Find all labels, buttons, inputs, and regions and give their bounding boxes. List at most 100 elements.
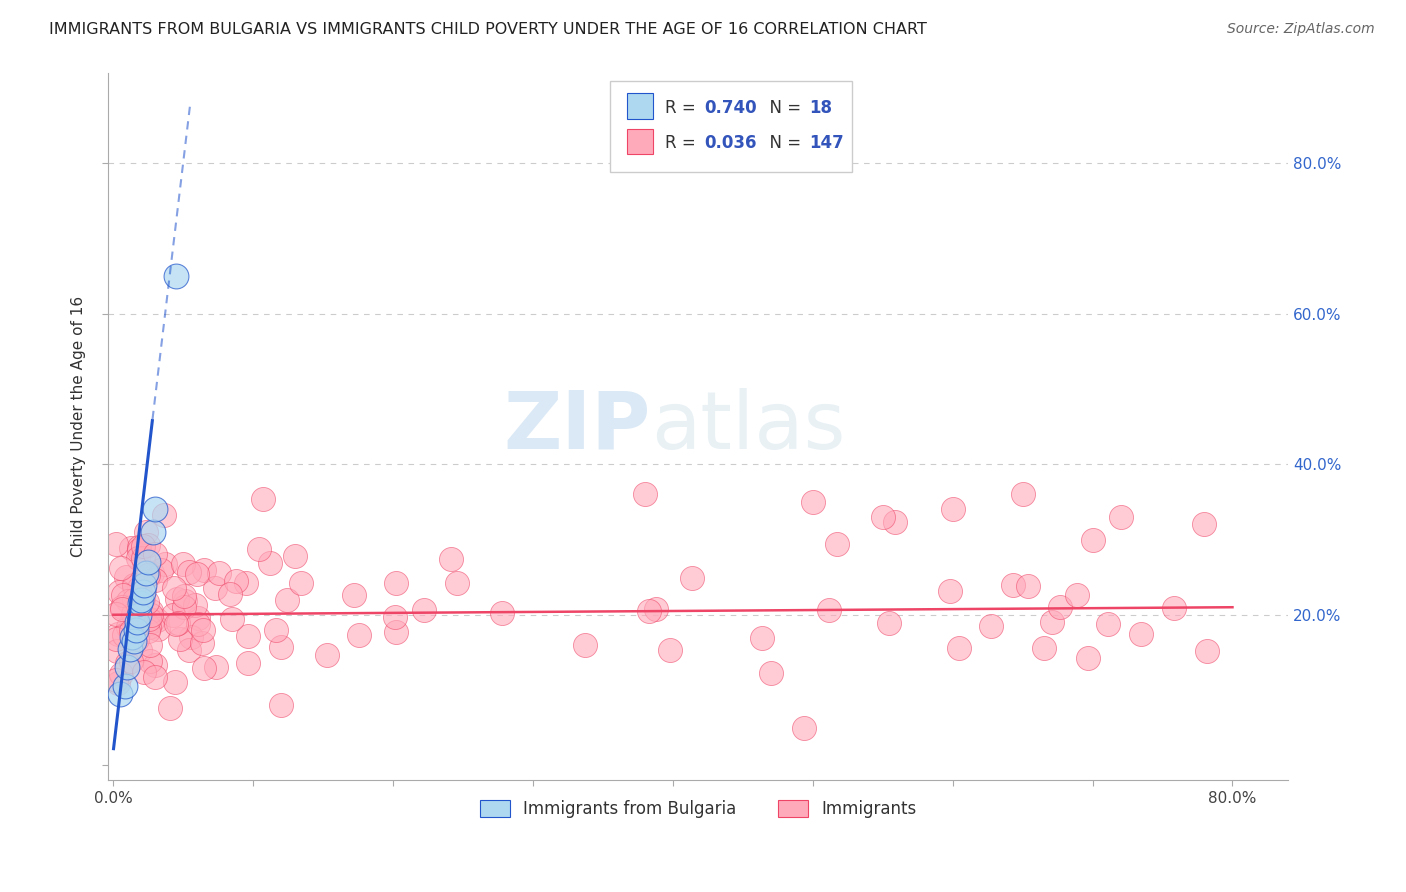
Point [1163, 600, 1185, 615]
Point [1197, 643, 1219, 657]
Point [165, 617, 187, 632]
Point [114, 679, 136, 693]
Point [135, 566, 157, 581]
Point [136, 624, 159, 639]
Point [169, 632, 191, 647]
Point [938, 583, 960, 598]
Point [193, 563, 215, 577]
Point [247, 542, 270, 557]
Point [143, 573, 166, 587]
Point [270, 698, 292, 712]
Point [225, 574, 247, 588]
Text: atlas: atlas [651, 388, 845, 466]
Point [645, 602, 668, 616]
Point [343, 588, 366, 602]
Point [259, 556, 281, 570]
Point [117, 660, 139, 674]
Point [141, 566, 163, 580]
Point [440, 551, 463, 566]
Point [124, 634, 146, 648]
Point [143, 670, 166, 684]
Point [1002, 577, 1025, 591]
Point [117, 594, 139, 608]
Point [236, 657, 259, 671]
Text: IMMIGRANTS FROM BULGARIA VS IMMIGRANTS CHILD POVERTY UNDER THE AGE OF 16 CORRELA: IMMIGRANTS FROM BULGARIA VS IMMIGRANTS C… [49, 22, 927, 37]
Point [1077, 651, 1099, 665]
Point [173, 590, 195, 604]
Point [681, 571, 703, 585]
Point [491, 607, 513, 621]
Point [129, 597, 152, 611]
Point [166, 591, 188, 606]
Point [193, 661, 215, 675]
Point [139, 608, 162, 623]
Point [120, 654, 142, 668]
Point [659, 643, 682, 657]
Point [138, 555, 160, 569]
Point [124, 611, 146, 625]
Point [179, 565, 201, 579]
Point [127, 550, 149, 565]
Point [125, 623, 148, 637]
Point [276, 593, 298, 607]
Point [290, 576, 312, 591]
Point [129, 642, 152, 657]
Text: 147: 147 [808, 134, 844, 152]
Point [138, 619, 160, 633]
Point [105, 643, 128, 657]
Point [120, 641, 142, 656]
Point [139, 604, 162, 618]
Point [187, 611, 209, 625]
Point [1066, 588, 1088, 602]
Point [270, 640, 292, 655]
Point [219, 587, 242, 601]
Text: 18: 18 [808, 99, 832, 117]
Point [759, 665, 782, 680]
Point [574, 638, 596, 652]
Point [110, 666, 132, 681]
Point [187, 617, 209, 632]
Point [146, 622, 169, 636]
Point [177, 643, 200, 657]
Point [186, 567, 208, 582]
Text: R =: R = [665, 99, 702, 117]
Point [121, 612, 143, 626]
Point [128, 540, 150, 554]
Point [316, 648, 339, 662]
Point [141, 524, 163, 539]
Point [942, 502, 965, 516]
Point [105, 607, 128, 622]
Point [141, 614, 163, 628]
Point [446, 576, 468, 591]
Point [872, 510, 894, 524]
Point [132, 581, 155, 595]
Point [136, 617, 159, 632]
Point [1033, 641, 1056, 656]
Point [827, 537, 849, 551]
Point [191, 624, 214, 638]
Point [162, 581, 184, 595]
Point [1042, 615, 1064, 629]
Point [122, 592, 145, 607]
Point [132, 539, 155, 553]
Point [107, 584, 129, 599]
Point [884, 516, 907, 530]
Point [235, 576, 257, 591]
Point [152, 508, 174, 523]
Point [131, 592, 153, 607]
Point [107, 675, 129, 690]
FancyBboxPatch shape [627, 128, 654, 154]
Legend: Immigrants from Bulgaria, Immigrants: Immigrants from Bulgaria, Immigrants [472, 794, 924, 825]
Point [252, 491, 274, 506]
Point [107, 627, 129, 641]
Point [205, 660, 228, 674]
Point [184, 599, 207, 613]
Point [413, 603, 436, 617]
Point [122, 607, 145, 621]
Point [105, 536, 128, 550]
Point [138, 654, 160, 668]
Point [132, 550, 155, 565]
Point [134, 665, 156, 679]
Point [1017, 579, 1039, 593]
Point [174, 594, 197, 608]
